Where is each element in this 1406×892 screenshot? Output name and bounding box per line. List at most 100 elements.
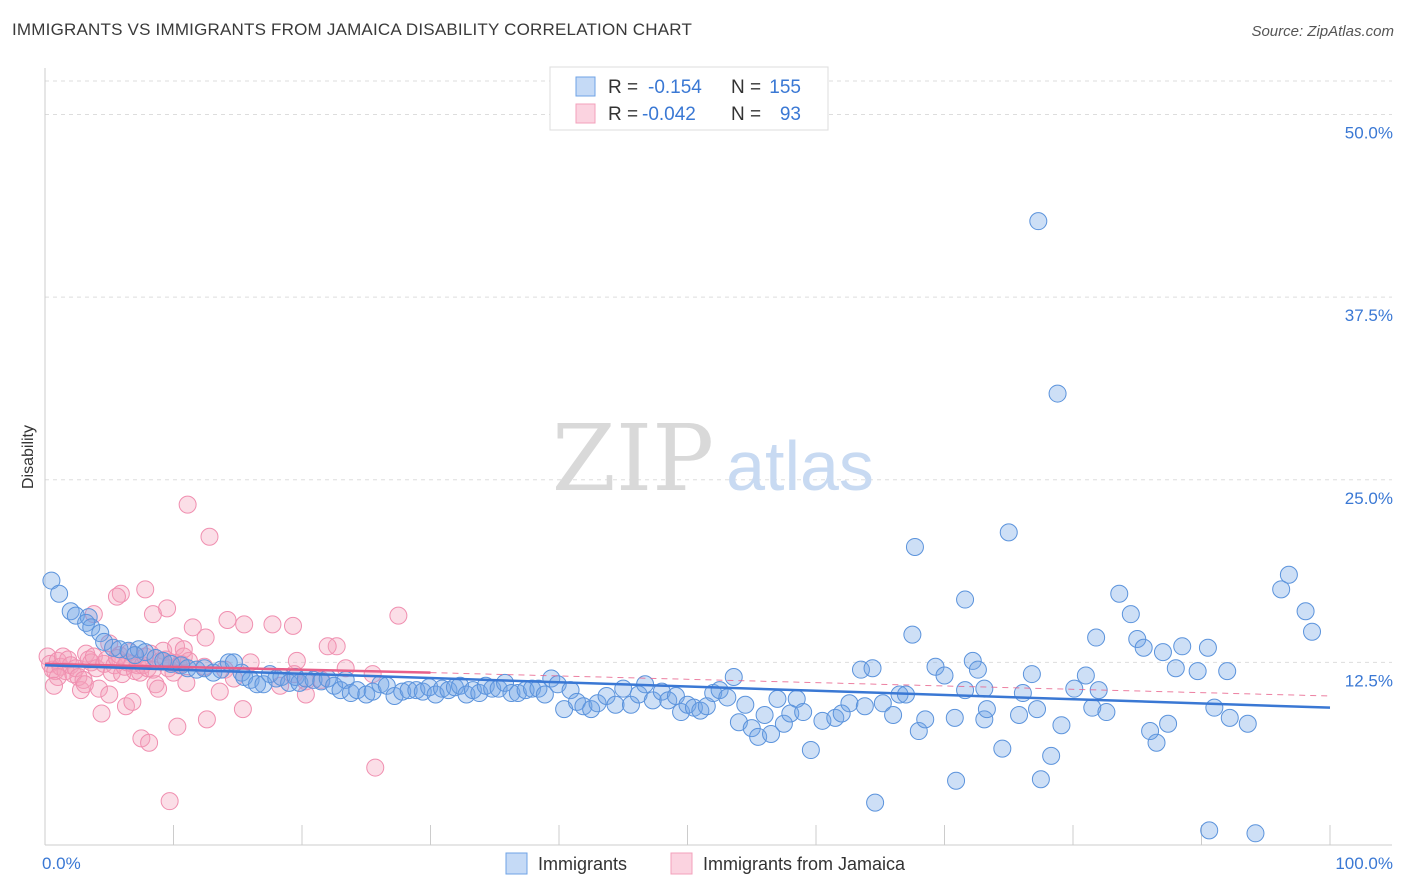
point-immigrants (1238, 714, 1257, 733)
point-jamaica (200, 527, 219, 546)
legend-n-value: 93 (780, 104, 801, 125)
point-immigrants (1188, 662, 1207, 681)
point-immigrants (863, 659, 882, 678)
point-immigrants (755, 705, 774, 724)
point-immigrants (945, 708, 964, 727)
point-immigrants (1220, 708, 1239, 727)
legend-n-value: 155 (769, 77, 801, 98)
trend-lines (44, 662, 1331, 709)
point-immigrants (724, 667, 743, 686)
point-jamaica (123, 692, 142, 711)
point-immigrants (496, 673, 515, 692)
point-jamaica (366, 758, 385, 777)
point-immigrants (1246, 824, 1265, 843)
legend-bottom-jamaica: Immigrants from Jamaica (703, 854, 906, 874)
point-immigrants (42, 571, 61, 590)
chart-title: IMMIGRANTS VS IMMIGRANTS FROM JAMAICA DI… (12, 20, 693, 39)
point-immigrants (136, 643, 155, 662)
point-immigrants (652, 682, 671, 701)
point-immigrants (1166, 659, 1185, 678)
point-immigrants (975, 679, 994, 698)
point-immigrants (1218, 662, 1237, 681)
legend-r-label: R = (608, 104, 638, 125)
legend-swatch-immigrants (575, 76, 596, 97)
point-immigrants (993, 739, 1012, 758)
point-immigrants (588, 694, 607, 713)
point-immigrants (66, 606, 85, 625)
point-immigrants (884, 705, 903, 724)
point-jamaica (318, 637, 337, 656)
point-jamaica (75, 675, 94, 694)
point-immigrants (1205, 698, 1224, 717)
legend-r-value: -0.154 (648, 77, 702, 98)
point-immigrants (433, 679, 452, 698)
point-immigrants (110, 640, 129, 659)
point-jamaica (149, 679, 168, 698)
point-immigrants (1198, 638, 1217, 657)
trend-jamaica (44, 662, 431, 674)
point-immigrants (1028, 700, 1047, 719)
point-jamaica (284, 616, 303, 635)
x-tick-label: 100.0% (1335, 854, 1393, 873)
point-jamaica (100, 685, 119, 704)
point-immigrants (606, 695, 625, 714)
point-jamaica (389, 606, 408, 625)
point-jamaica (183, 618, 202, 637)
legend-bottom-swatch-immigrants (505, 852, 528, 875)
point-immigrants (91, 624, 110, 643)
point-immigrants (909, 722, 928, 741)
point-immigrants (1031, 770, 1050, 789)
y-axis-label: Disability (20, 425, 37, 489)
point-immigrants (916, 710, 935, 729)
point-immigrants (742, 719, 761, 738)
point-immigrants (762, 724, 781, 743)
point-jamaica (160, 792, 179, 811)
watermark-zip: ZIP (552, 405, 714, 512)
point-immigrants (1065, 679, 1084, 698)
point-immigrants (82, 618, 101, 637)
point-jamaica (177, 673, 196, 692)
x-tick-labels: 0.0% 100.0% (42, 854, 1393, 873)
point-immigrants (1173, 637, 1192, 656)
point-jamaica (168, 717, 187, 736)
point-immigrants (1147, 733, 1166, 752)
point-immigrants (768, 689, 787, 708)
legend-top: R = -0.154 N = 155 R = -0.042 N = 93 (549, 66, 829, 131)
point-immigrants (1272, 580, 1291, 599)
point-jamaica (233, 700, 252, 719)
y-tick-label: 25.0% (1345, 489, 1393, 508)
point-immigrants (1121, 605, 1140, 624)
y-tick-labels: 12.5% 25.0% 37.5% 50.0% (1345, 124, 1393, 691)
point-jamaica (174, 640, 193, 659)
gridlines (45, 80, 1392, 663)
point-immigrants (697, 697, 716, 716)
point-immigrants (1134, 638, 1153, 657)
point-immigrants (348, 681, 367, 700)
y-tick-label: 50.0% (1345, 124, 1393, 143)
point-jamaica (210, 682, 229, 701)
point-immigrants (1076, 666, 1095, 685)
point-immigrants (95, 632, 114, 651)
point-immigrants (502, 684, 521, 703)
point-jamaica (196, 628, 215, 647)
point-immigrants (1303, 622, 1322, 641)
point-immigrants (1296, 602, 1315, 621)
legend-bottom-swatch-jamaica (670, 852, 693, 875)
point-immigrants (1128, 630, 1147, 649)
point-immigrants (304, 670, 323, 689)
point-immigrants (963, 651, 982, 670)
point-immigrants (1087, 628, 1106, 647)
point-jamaica (158, 599, 177, 618)
point-immigrants (903, 625, 922, 644)
point-immigrants (614, 679, 633, 698)
point-immigrants (125, 646, 144, 665)
point-immigrants (1159, 714, 1178, 733)
point-immigrants (736, 695, 755, 714)
point-immigrants (968, 660, 987, 679)
point-immigrants (999, 523, 1018, 542)
point-immigrants (1048, 384, 1067, 403)
legend-swatch-jamaica (575, 103, 596, 124)
point-jamaica (92, 704, 111, 723)
point-immigrants (1052, 716, 1071, 735)
